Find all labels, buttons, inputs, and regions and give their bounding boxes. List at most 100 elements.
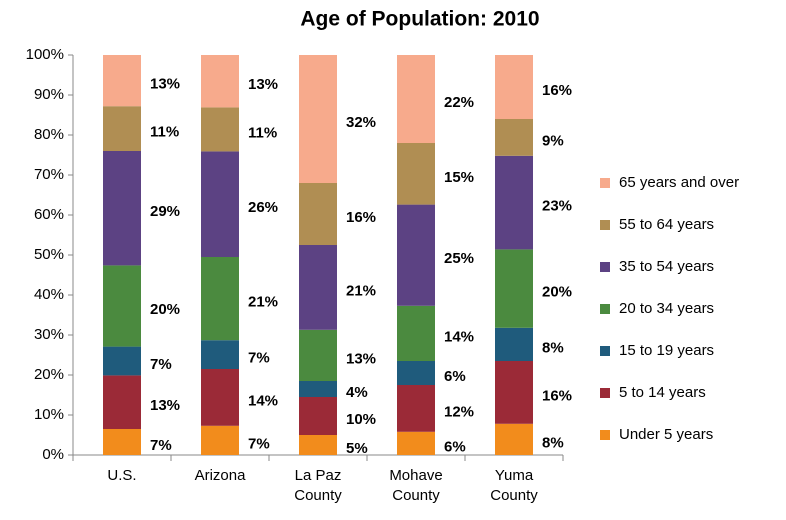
bar-segment xyxy=(397,305,435,361)
y-tick-label: 20% xyxy=(34,366,64,383)
value-label: 12% xyxy=(444,403,474,420)
value-label: 14% xyxy=(444,328,474,345)
value-label: 7% xyxy=(248,350,270,367)
y-tick-label: 10% xyxy=(34,406,64,423)
bar-segment xyxy=(103,55,141,107)
value-label: 16% xyxy=(542,82,572,99)
bar-segment xyxy=(495,155,533,250)
y-tick-label: 50% xyxy=(34,246,64,263)
y-tick-label: 30% xyxy=(34,326,64,343)
value-label: 11% xyxy=(150,124,179,141)
y-tick-label: 80% xyxy=(34,126,64,143)
value-label: 29% xyxy=(150,203,180,220)
x-tick-label: Yuma County xyxy=(490,467,538,504)
legend-label: 15 to 19 years xyxy=(619,342,714,359)
x-tick-label: U.S. xyxy=(107,467,137,484)
bar-segment xyxy=(495,55,533,119)
value-label: 15% xyxy=(444,169,474,186)
value-label: 6% xyxy=(444,368,466,385)
legend-label: 35 to 54 years xyxy=(619,258,714,275)
bar-segment xyxy=(201,340,239,369)
bar-segment xyxy=(201,257,239,341)
x-tick-label: Arizona xyxy=(194,467,246,484)
value-label: 32% xyxy=(346,114,376,131)
value-label: 7% xyxy=(150,437,172,454)
bar-segment xyxy=(397,143,435,205)
value-label: 7% xyxy=(150,356,172,373)
bar-segment xyxy=(397,55,435,143)
bar-segment xyxy=(299,435,337,455)
bar-segment xyxy=(201,55,239,108)
y-tick-label: 60% xyxy=(34,206,64,223)
bar-segment xyxy=(103,151,141,266)
y-tick-label: 90% xyxy=(34,86,64,103)
bar-segment xyxy=(103,106,141,151)
legend-swatch xyxy=(600,346,610,356)
value-label: 16% xyxy=(346,209,376,226)
legend-label: 65 years and over xyxy=(619,174,739,191)
legend-swatch xyxy=(600,178,610,188)
y-tick-label: 100% xyxy=(26,46,64,63)
value-label: 4% xyxy=(346,384,368,401)
value-label: 22% xyxy=(444,94,474,111)
y-tick-label: 70% xyxy=(34,166,64,183)
bar-segment xyxy=(103,429,141,455)
bar-segment xyxy=(103,346,141,376)
legend-swatch xyxy=(600,388,610,398)
legend-swatch xyxy=(600,430,610,440)
value-label: 13% xyxy=(150,76,180,93)
bar-segment xyxy=(495,423,533,455)
value-label: 20% xyxy=(150,301,180,318)
bar-segment xyxy=(299,55,337,183)
bar-segment xyxy=(495,119,533,156)
bar-segment xyxy=(299,381,337,397)
bar-segment xyxy=(397,431,435,455)
bar-segment xyxy=(397,204,435,306)
legend-label: 55 to 64 years xyxy=(619,216,714,233)
value-label: 14% xyxy=(248,392,278,409)
bar-segment xyxy=(103,375,141,429)
bar-segment xyxy=(103,265,141,347)
value-label: 10% xyxy=(346,411,376,428)
value-label: 20% xyxy=(542,284,572,301)
legend-label: Under 5 years xyxy=(619,426,713,443)
bar-segment xyxy=(201,107,239,152)
value-label: 11% xyxy=(248,124,277,141)
bar-segment xyxy=(397,385,435,432)
value-label: 5% xyxy=(346,440,368,457)
legend-label: 20 to 34 years xyxy=(619,300,714,317)
value-label: 8% xyxy=(542,339,564,356)
bar-segment xyxy=(201,369,239,426)
y-tick-label: 0% xyxy=(42,446,64,463)
chart-title: Age of Population: 2010 xyxy=(300,8,539,31)
value-label: 6% xyxy=(444,438,466,455)
bar-segment xyxy=(201,151,239,257)
bar-segment xyxy=(495,249,533,328)
value-label: 25% xyxy=(444,250,474,267)
bar-segment xyxy=(495,327,533,361)
y-tick-label: 40% xyxy=(34,286,64,303)
value-label: 16% xyxy=(542,387,572,404)
value-label: 8% xyxy=(542,434,564,451)
bar-segment xyxy=(495,361,533,424)
legend-label: 5 to 14 years xyxy=(619,384,706,401)
bar-segment xyxy=(299,245,337,330)
value-label: 13% xyxy=(346,350,376,367)
value-label: 13% xyxy=(150,397,180,414)
bar-segment xyxy=(201,425,239,455)
value-label: 26% xyxy=(248,199,278,216)
bar-segment xyxy=(299,397,337,435)
value-label: 9% xyxy=(542,132,564,149)
value-label: 23% xyxy=(542,198,572,215)
value-label: 7% xyxy=(248,435,270,452)
legend-swatch xyxy=(600,262,610,272)
value-label: 13% xyxy=(248,76,278,93)
bar-segment xyxy=(397,361,435,385)
bar-segment xyxy=(299,183,337,245)
x-tick-label: Mohave County xyxy=(389,467,443,504)
legend-swatch xyxy=(600,220,610,230)
value-label: 21% xyxy=(248,294,278,311)
x-tick-label: La Paz County xyxy=(294,467,342,504)
